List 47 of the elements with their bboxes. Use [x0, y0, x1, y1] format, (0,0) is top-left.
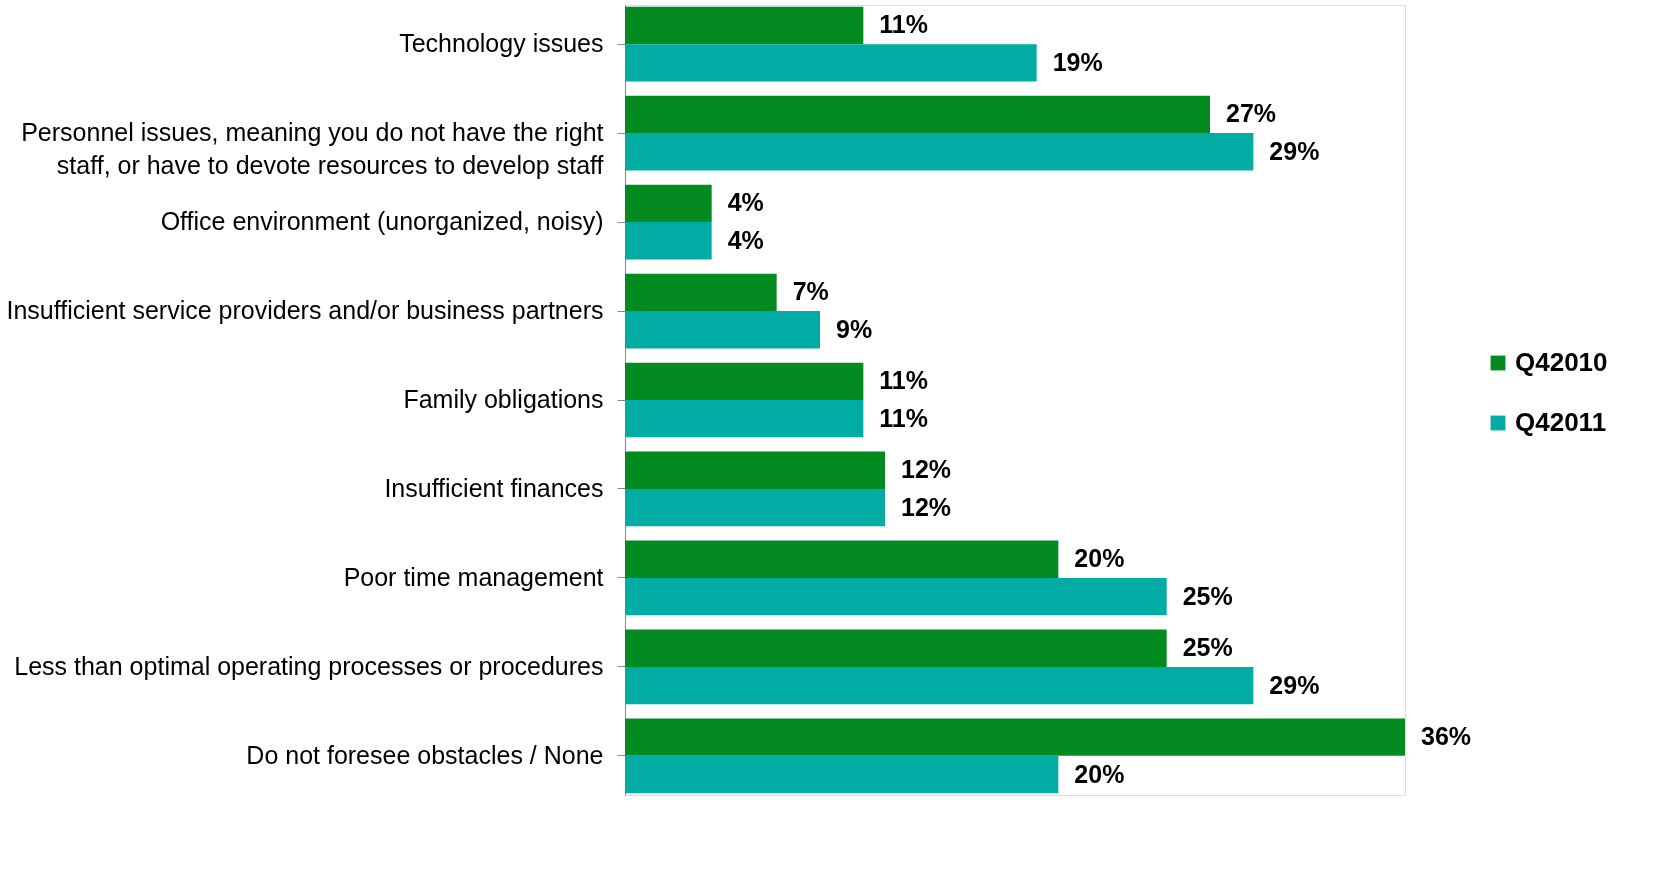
- data-label: 11%: [879, 10, 929, 39]
- bar: [625, 718, 1405, 756]
- data-label: 20%: [1074, 759, 1125, 788]
- data-label: 25%: [1182, 581, 1233, 610]
- data-label: 36%: [1421, 722, 1472, 751]
- legend-label: Q42010: [1515, 347, 1608, 377]
- bar: [625, 6, 864, 45]
- data-label: 27%: [1226, 99, 1277, 128]
- data-label: 11%: [879, 403, 929, 432]
- legend-label: Q42011: [1515, 407, 1607, 437]
- bar: [625, 311, 820, 349]
- data-label: 19%: [1052, 47, 1103, 76]
- bar: [625, 488, 885, 527]
- bar: [625, 44, 1037, 82]
- bar: [625, 362, 864, 400]
- data-label: 12%: [901, 455, 952, 484]
- y-tick-label: Office environment (unorganized, noisy): [160, 207, 604, 236]
- data-label: 9%: [836, 314, 873, 343]
- data-label: 4%: [727, 225, 764, 254]
- data-label: 29%: [1269, 670, 1320, 699]
- y-tick-label: Insufficient finances: [384, 473, 604, 502]
- bar: [625, 400, 864, 438]
- y-tick-label: Do not foresee obstacles / None: [246, 740, 604, 769]
- data-label: 20%: [1074, 544, 1125, 573]
- bar: [625, 133, 1254, 171]
- data-label: 7%: [792, 277, 829, 306]
- bar: [625, 540, 1059, 578]
- bar: [625, 222, 712, 260]
- bar: [625, 755, 1059, 794]
- data-label: 25%: [1182, 633, 1233, 662]
- bar: [625, 629, 1167, 667]
- y-tick-label: Technology issues: [399, 29, 604, 58]
- y-tick-label: Less than optimal operating processes or procedures: [14, 651, 604, 680]
- bar: [625, 451, 885, 489]
- bar: [625, 95, 1210, 134]
- y-tick-label: Personnel issues, meaning you do not have the right staff, or have to devote resources to develop staff: [21, 118, 604, 180]
- bar: [625, 666, 1254, 705]
- data-label: 12%: [901, 492, 952, 521]
- data-label: 4%: [727, 188, 764, 217]
- bar: [625, 273, 777, 312]
- bar: [625, 577, 1167, 616]
- y-tick-label: Insufficient service providers and/or business partners: [6, 296, 604, 325]
- data-label: 29%: [1269, 136, 1320, 165]
- data-label: 11%: [879, 366, 929, 395]
- y-tick-label: Poor time management: [343, 562, 604, 591]
- y-tick-label: Family obligations: [403, 385, 604, 413]
- bar: [625, 184, 712, 223]
